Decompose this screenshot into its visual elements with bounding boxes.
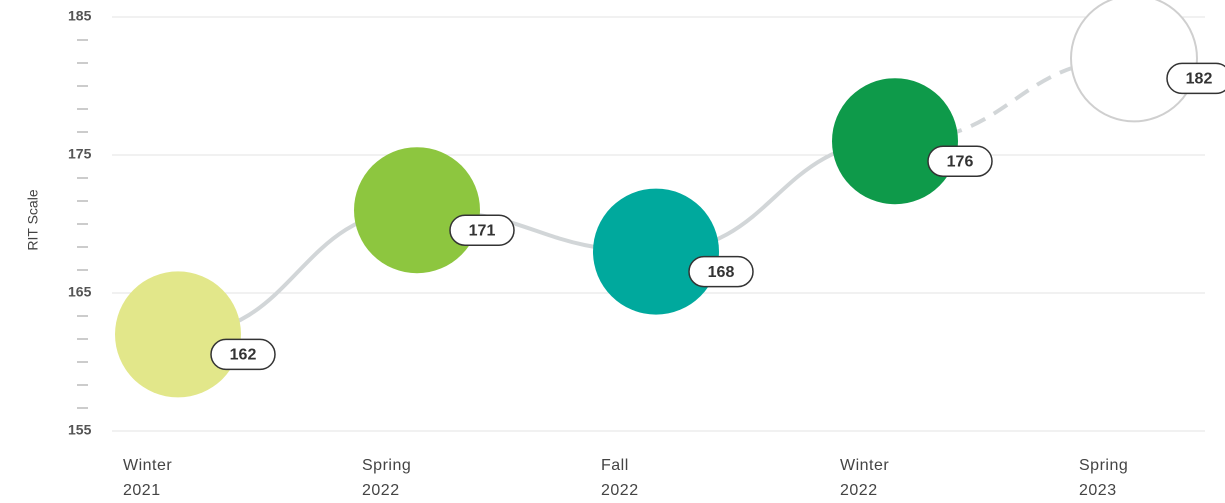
bubble — [593, 188, 719, 315]
bubble — [832, 78, 958, 205]
x-tick-label: 2022 — [601, 482, 639, 499]
value-label: 176 — [947, 153, 974, 170]
value-label: 171 — [469, 222, 496, 239]
bubble — [354, 147, 480, 274]
trend-line — [177, 139, 896, 337]
x-tick-label: Winter — [123, 457, 172, 474]
x-tick-label: Spring — [1079, 457, 1128, 474]
value-label: 168 — [708, 264, 735, 281]
x-tick-label: Fall — [601, 457, 629, 474]
x-tick-label: 2023 — [1079, 482, 1117, 499]
y-tick-label: 155 — [68, 422, 92, 438]
value-label: 182 — [1186, 71, 1213, 88]
bubble — [115, 271, 241, 398]
y-axis-label: RIT Scale — [25, 189, 41, 250]
value-pill — [688, 255, 754, 288]
bubble — [1070, 0, 1198, 123]
y-tick-label: 175 — [68, 146, 92, 162]
y-tick-label: 165 — [68, 284, 92, 300]
x-tick-label: 2022 — [362, 482, 400, 499]
y-tick-label: 185 — [68, 8, 92, 24]
x-tick-label: Winter — [840, 457, 889, 474]
value-pill — [927, 145, 993, 177]
x-tick-label: 2022 — [840, 482, 878, 499]
value-pill — [1166, 62, 1225, 95]
x-tick-label: Spring — [362, 457, 411, 474]
x-tick-label: 2021 — [123, 482, 161, 499]
value-pill — [210, 338, 276, 371]
value-label: 162 — [230, 347, 257, 364]
value-pill — [449, 214, 515, 246]
